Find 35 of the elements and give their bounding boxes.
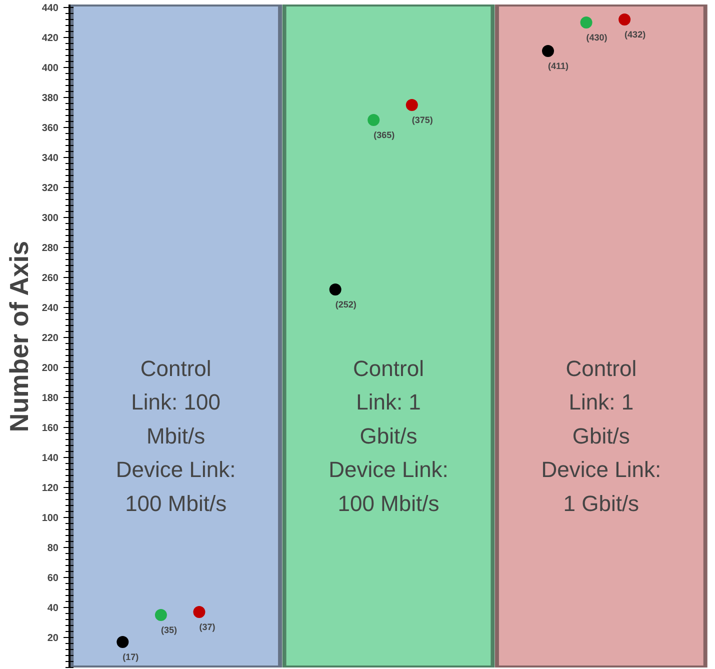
data-label: (365) — [374, 130, 395, 140]
y-tick-label: 360 — [42, 123, 59, 134]
y-tick-label: 320 — [42, 183, 59, 194]
y-tick-label: 400 — [42, 63, 59, 74]
y-tick-label: 180 — [42, 393, 59, 404]
x-tick-label: Control Link: 1 Gbit/s Device Link: 1 Gbit/s — [541, 356, 662, 516]
y-tick-label: 240 — [42, 303, 59, 314]
data-label: (375) — [412, 115, 433, 125]
data-label: (432) — [624, 30, 646, 40]
y-tick-label: 220 — [42, 333, 59, 344]
y-tick-label: 200 — [42, 363, 59, 374]
data-label: (17) — [122, 652, 139, 662]
y-tick-label: 60 — [47, 573, 59, 584]
y-tick-label: 80 — [47, 543, 59, 554]
y-tick-label: 20 — [47, 633, 59, 644]
data-label: (35) — [160, 625, 177, 635]
y-tick-label: 440 — [42, 3, 59, 14]
y-tick-label: 100 — [42, 513, 59, 524]
y-tick-label: 120 — [42, 483, 59, 494]
data-label: (411) — [548, 61, 569, 71]
data-label: (252) — [335, 300, 356, 310]
x-tick-label: Control Link: 1 Gbit/s Device Link: 100 Mbit/s — [328, 356, 448, 516]
y-tick-label: 160 — [42, 423, 59, 434]
data-label: (37) — [199, 622, 216, 632]
y-tick-label: 140 — [42, 453, 59, 464]
y-tick-label: 340 — [42, 153, 59, 164]
y-tick-label: 40 — [47, 603, 59, 614]
y-axis-title: Number of Axis — [4, 240, 34, 432]
y-tick-label: 300 — [42, 213, 59, 224]
y-tick-label: 260 — [42, 273, 59, 284]
y-tick-label: 280 — [42, 243, 59, 254]
y-tick-label: 380 — [42, 93, 59, 104]
y-tick-label: 420 — [42, 33, 59, 44]
data-label: (430) — [586, 32, 608, 42]
x-tick-label: Control Link: 100 Mbit/s Device Link: 100 Mbit/s — [116, 356, 236, 516]
